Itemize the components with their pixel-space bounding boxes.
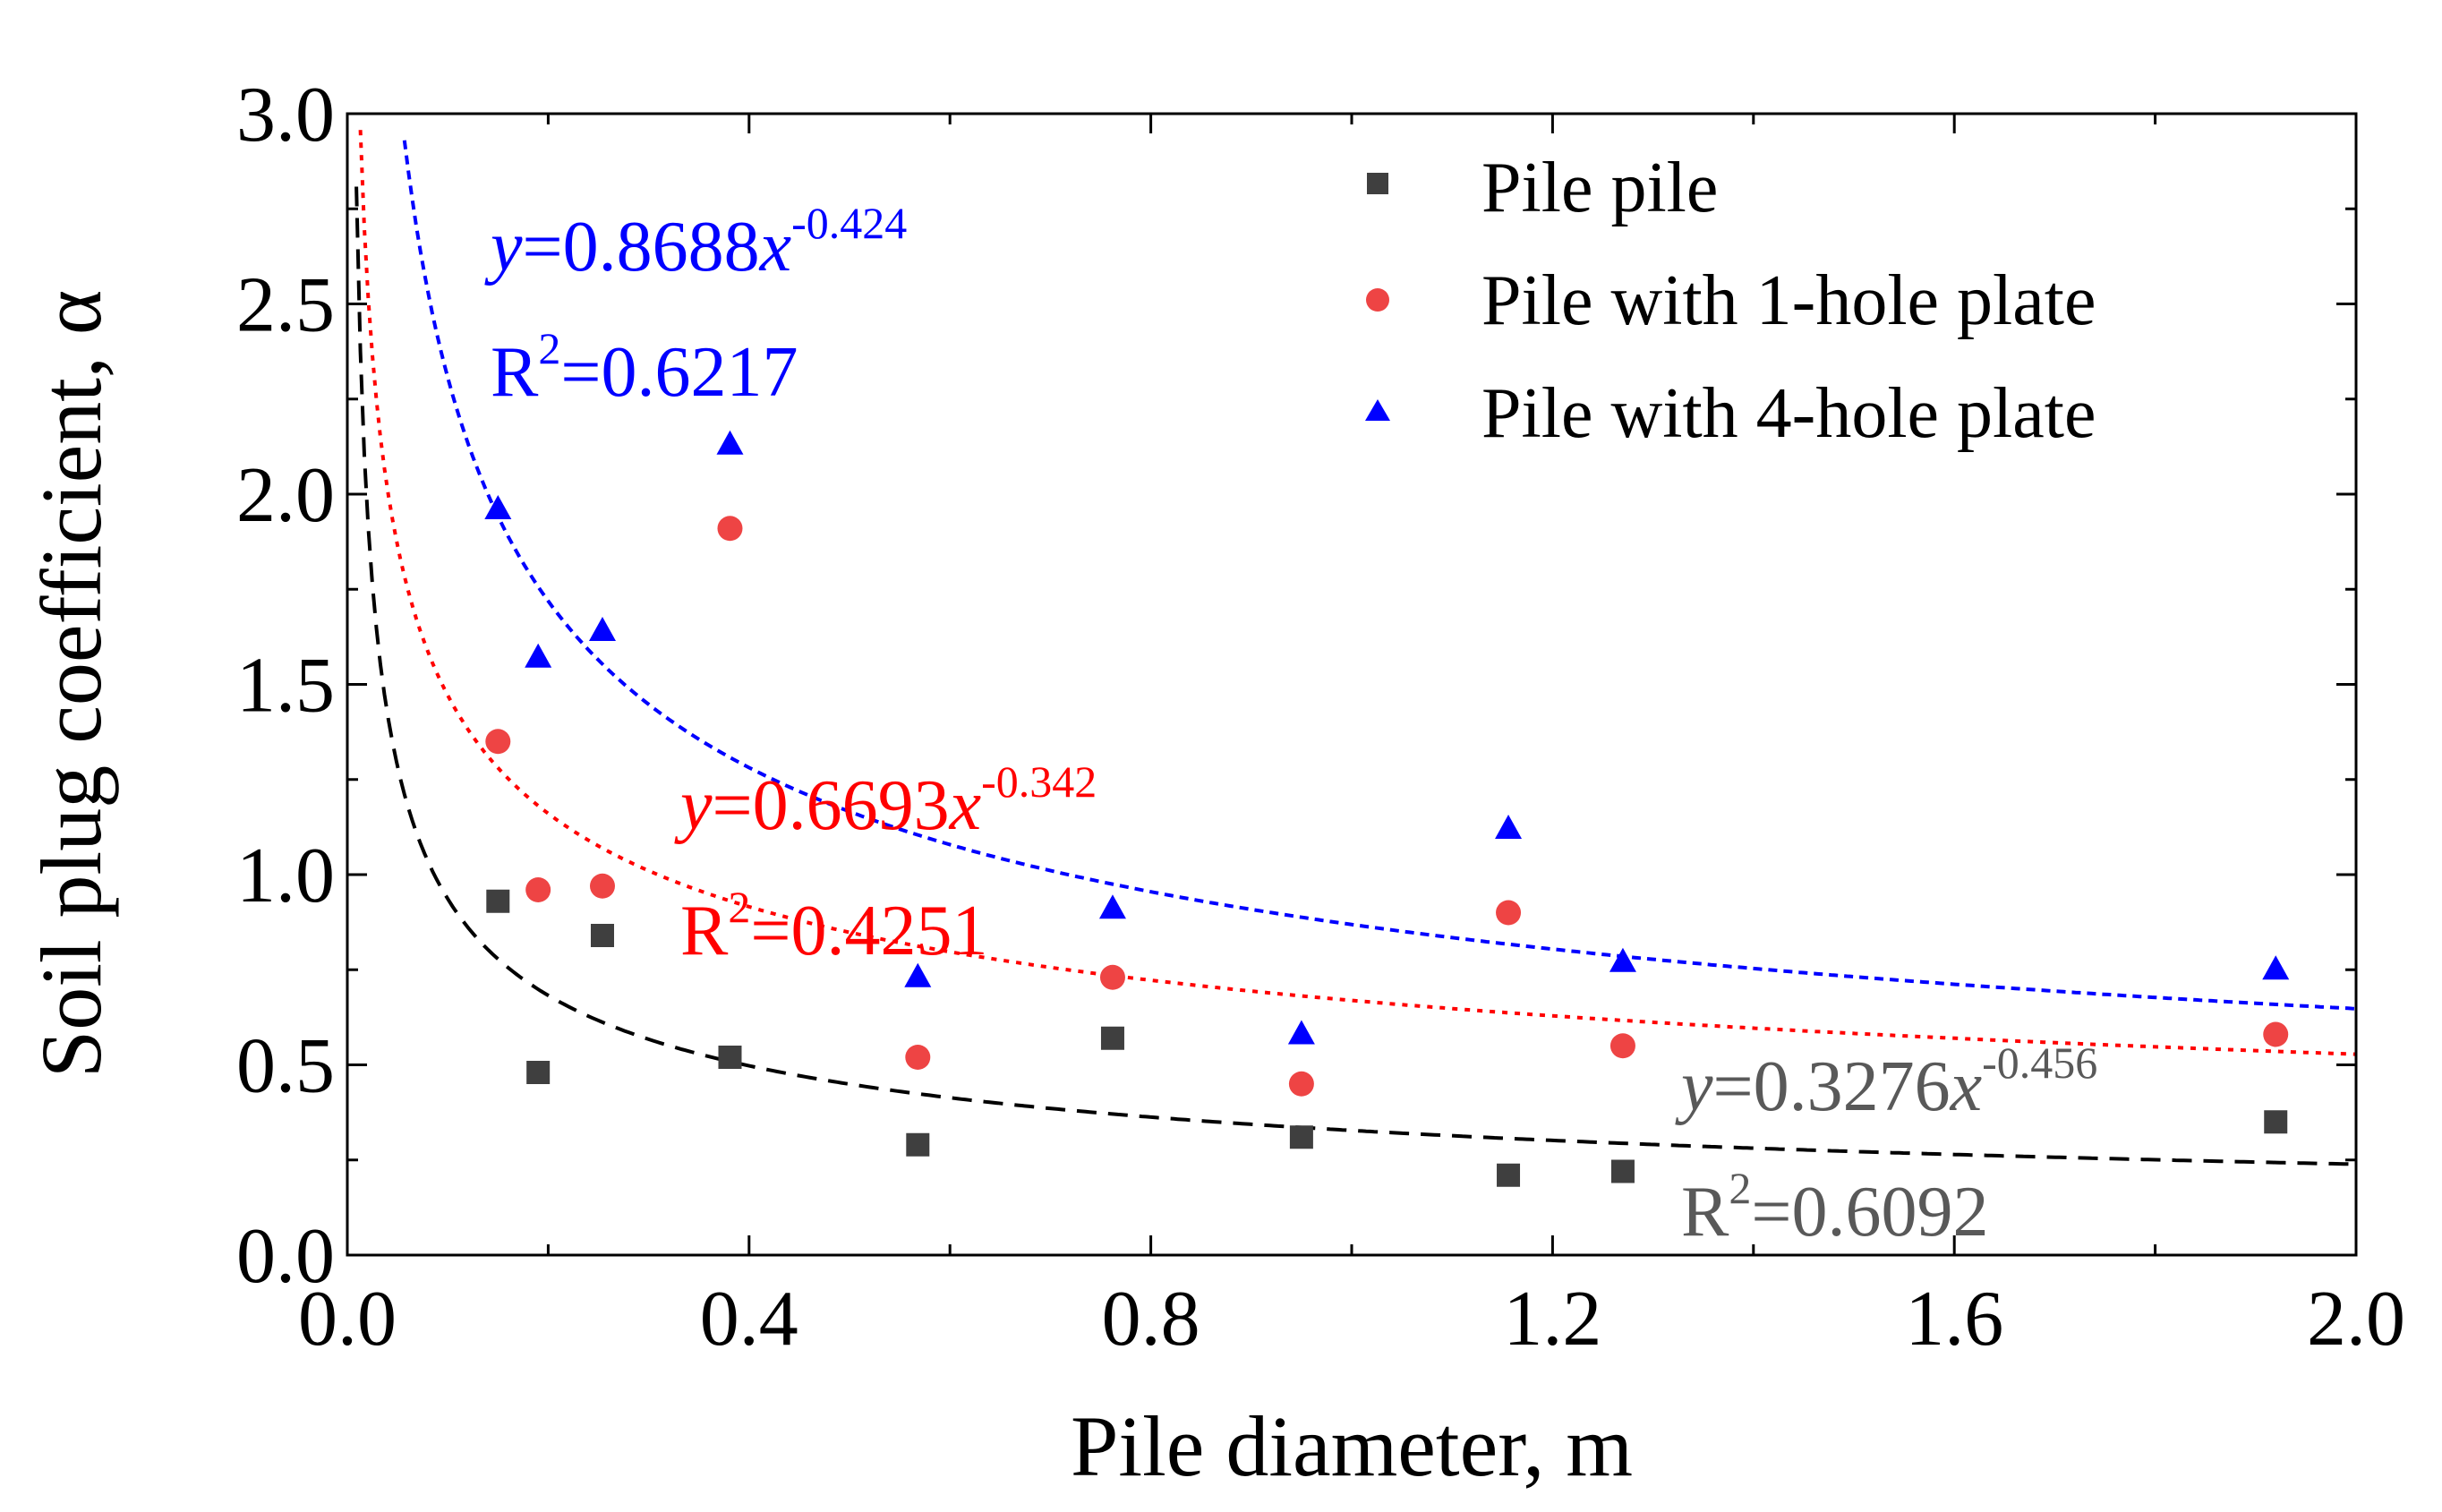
y-tick-label: 1.0 bbox=[236, 833, 335, 919]
x-tick-label: 0.8 bbox=[1102, 1276, 1200, 1363]
y-tick-label: 1.5 bbox=[236, 643, 335, 730]
x-tick-label: 0.4 bbox=[700, 1276, 798, 1363]
trend-line-pile-with-4-hole-plate bbox=[402, 140, 2357, 1011]
legend-circle-marker bbox=[1366, 288, 1389, 312]
data-point-triangle bbox=[1495, 815, 1523, 839]
data-point-circle bbox=[589, 873, 615, 899]
equation-text: y=0.3276x-0.456 bbox=[1675, 1038, 2097, 1126]
data-point-circle bbox=[1496, 900, 1522, 926]
y-tick-label: 3.0 bbox=[236, 72, 335, 158]
x-axis: 0.0 0.4 0.8 1.2 1.6 2.0 bbox=[298, 114, 2405, 1363]
data-point-circle bbox=[485, 729, 511, 755]
data-point-triangle bbox=[2262, 955, 2290, 980]
data-point-square bbox=[906, 1132, 930, 1157]
x-tick-label: 1.6 bbox=[1905, 1276, 2003, 1363]
data-point-triangle bbox=[1287, 1020, 1315, 1045]
y-axis-label: Soil plug coefficient, α bbox=[23, 290, 119, 1078]
data-point-square bbox=[1100, 1026, 1124, 1050]
data-point-square bbox=[718, 1046, 742, 1069]
data-point-square bbox=[1610, 1159, 1635, 1183]
equation-1-hole-plate: y=0.6693x-0.342 R2=0.4251 bbox=[674, 756, 1097, 970]
x-tick-label: 2.0 bbox=[2307, 1276, 2405, 1363]
r-squared-text: R2=0.6217 bbox=[491, 323, 798, 412]
data-point-square bbox=[1289, 1125, 1313, 1149]
legend-item-1-hole-plate: Pile with 1-hole plate bbox=[1366, 261, 2096, 340]
legend-label: Pile pile bbox=[1481, 149, 1718, 227]
data-point-square bbox=[590, 924, 614, 947]
x-tick-label: 0.0 bbox=[298, 1276, 397, 1363]
data-point-circle bbox=[1288, 1071, 1314, 1097]
legend-triangle-marker bbox=[1365, 399, 1390, 421]
x-axis-label: Pile diameter, m bbox=[1071, 1398, 1633, 1494]
y-tick-label: 2.5 bbox=[236, 262, 335, 349]
r-squared-text: R2=0.4251 bbox=[680, 882, 987, 970]
equation-4-hole-plate: y=0.8688x-0.424 R2=0.6217 bbox=[484, 198, 907, 412]
y-tick-label: 0.5 bbox=[236, 1023, 335, 1110]
data-point-circle bbox=[905, 1045, 931, 1070]
y-axis: 0.0 0.5 1.0 1.5 2.0 2.5 3.0 bbox=[236, 72, 2356, 1300]
y-tick-label: 2.0 bbox=[236, 452, 335, 539]
y-tick-label: 0.0 bbox=[236, 1213, 335, 1300]
data-point-square bbox=[526, 1061, 551, 1084]
legend-item-4-hole-plate: Pile with 4-hole plate bbox=[1365, 374, 2096, 453]
data-point-triangle bbox=[904, 962, 932, 987]
data-point-square bbox=[486, 889, 510, 913]
data-point-circle bbox=[525, 877, 551, 902]
legend-label: Pile with 1-hole plate bbox=[1481, 261, 2096, 340]
x-tick-label: 1.2 bbox=[1503, 1276, 1601, 1363]
data-point-triangle bbox=[1098, 894, 1126, 919]
data-point-circle bbox=[1610, 1033, 1635, 1059]
equation-pile-pile: y=0.3276x-0.456 R2=0.6092 bbox=[1675, 1038, 2097, 1251]
legend-square-marker bbox=[1367, 173, 1388, 194]
legend-item-pile-pile: Pile pile bbox=[1367, 149, 1718, 227]
equation-text: y=0.6693x-0.342 bbox=[674, 756, 1097, 845]
trend-lines bbox=[354, 130, 2357, 1166]
data-point-triangle bbox=[1609, 947, 1636, 972]
data-point-triangle bbox=[484, 495, 512, 519]
data-point-circle bbox=[717, 516, 743, 542]
data-point-triangle bbox=[716, 430, 744, 455]
data-markers bbox=[484, 430, 2290, 1187]
data-point-triangle bbox=[588, 617, 616, 641]
r-squared-text: R2=0.6092 bbox=[1681, 1163, 1988, 1251]
data-point-square bbox=[2264, 1110, 2288, 1134]
legend-label: Pile with 4-hole plate bbox=[1481, 374, 2096, 453]
legend: Pile pile Pile with 1-hole plate Pile wi… bbox=[1365, 149, 2096, 453]
data-point-square bbox=[1497, 1163, 1521, 1187]
equation-text: y=0.8688x-0.424 bbox=[484, 198, 907, 286]
data-point-triangle bbox=[525, 643, 552, 668]
trend-line-pile-pile bbox=[354, 186, 2357, 1166]
data-point-circle bbox=[2263, 1021, 2289, 1047]
data-point-circle bbox=[1099, 964, 1125, 990]
